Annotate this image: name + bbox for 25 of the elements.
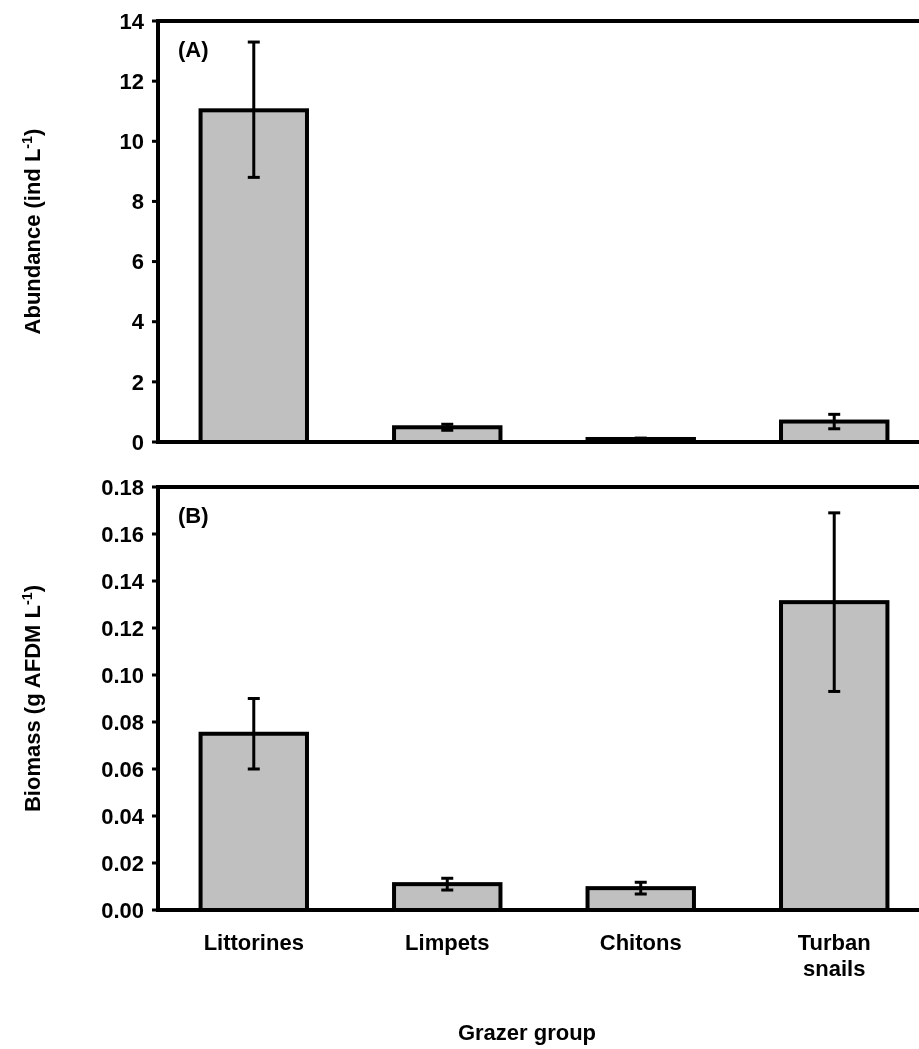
y-tick-label: 12	[119, 68, 144, 94]
annotation: (A)	[178, 37, 209, 62]
y-tick-label: 0.02	[101, 850, 144, 876]
x-tick-label: Turban snails	[797, 930, 871, 981]
y-tick-label: 8	[131, 189, 144, 215]
annotation: (B)	[178, 503, 209, 528]
y-tick-label: 0	[131, 429, 144, 455]
x-tick-label: Chitons	[599, 930, 682, 955]
y-tick-label: 14	[119, 8, 145, 34]
y-tick-label: 0.14	[101, 568, 145, 594]
x-tick-label: Limpets	[405, 930, 490, 955]
y-tick-label: 2	[131, 369, 144, 395]
y-tick-label: 6	[131, 249, 144, 275]
y-tick-label: 0.06	[101, 756, 144, 782]
y-tick-label: 0.00	[101, 897, 144, 923]
y-tick-label: 0.18	[101, 474, 144, 500]
y-tick-label: 0.12	[101, 615, 144, 641]
y-tick-label: 4	[131, 309, 145, 335]
y-tick-label: 0.08	[101, 709, 144, 735]
y-tick-label: 10	[119, 128, 144, 154]
y-tick-label: 0.16	[101, 521, 144, 547]
y-tick-label: 0.04	[101, 803, 145, 829]
y-tick-label: 0.10	[101, 662, 144, 688]
x-tick-label: Littorines	[203, 930, 304, 955]
x-axis-title: Grazer group	[457, 1020, 597, 1045]
